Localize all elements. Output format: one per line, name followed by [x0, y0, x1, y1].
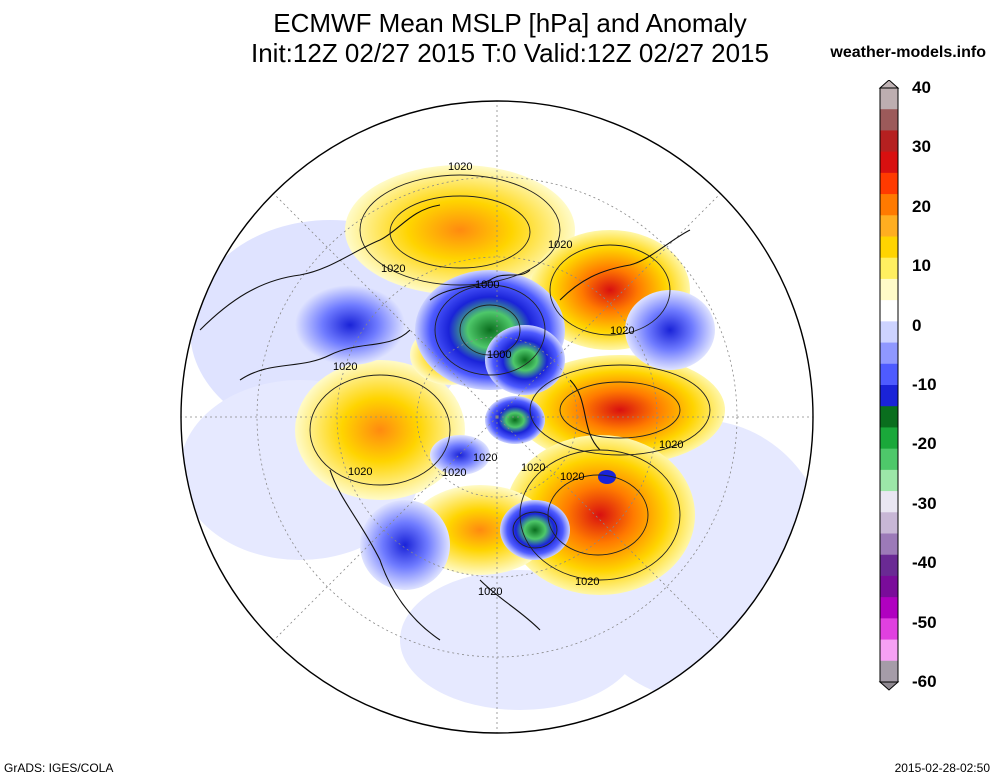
brand-label: weather-models.info: [830, 44, 986, 61]
colorbar-cell: [880, 512, 898, 534]
colorbar-cell: [880, 639, 898, 662]
polar-map: 1020 1020 1020 1020 1000 1000 1020 1020 …: [180, 100, 814, 734]
colorbar-cell: [880, 321, 898, 344]
colorbar-label: 20: [912, 196, 931, 216]
colorbar-cell: [880, 172, 898, 195]
chart-subtitle: Init:12Z 02/27 2015 T:0 Valid:12Z 02/27 …: [251, 38, 769, 68]
colorbar-cell: [880, 406, 898, 428]
colorbar-cell: [880, 427, 898, 450]
colorbar-cell: [880, 342, 898, 365]
colorbar-cell: [880, 88, 898, 110]
anomaly-field: [181, 101, 813, 733]
colorbar-label: -60: [912, 672, 937, 691]
chart-title: ECMWF Mean MSLP [hPa] and Anomaly: [273, 8, 747, 38]
colorbar-cell: [880, 130, 898, 153]
isobar-label: 1020: [348, 466, 372, 478]
isobar-label: 1020: [478, 586, 502, 598]
isobar-label: 1020: [659, 439, 683, 451]
colorbar-label: 30: [912, 137, 931, 157]
colorbar-label: 40: [912, 78, 931, 97]
colorbar-cell: [880, 257, 898, 280]
colorbar: [878, 80, 900, 691]
timestamp: 2015-02-28-02:50: [894, 761, 990, 775]
isobar-label: 1000: [475, 279, 499, 291]
colorbar-cell: [880, 533, 898, 556]
isobar-labels: 1020 1020 1020 1020 1000 1000 1020 1020 …: [333, 161, 683, 598]
colorbar-cell: [880, 597, 898, 619]
colorbar-cell: [880, 554, 898, 577]
colorbar-label: -20: [912, 434, 937, 454]
map-boundary: [180, 100, 814, 734]
isobar-label: 1020: [575, 576, 599, 588]
colorbar-cell: [880, 660, 898, 683]
colorbar-cell: [880, 469, 898, 492]
isobar-label: 1000: [487, 349, 511, 361]
isobar-label: 1020: [448, 161, 472, 173]
isobar-label: 1020: [333, 361, 357, 373]
colorbar-label: -10: [912, 375, 937, 394]
colorbar-label: -40: [912, 553, 937, 573]
colorbar-cell: [880, 300, 898, 322]
isobar-label: 1020: [548, 239, 572, 251]
colorbar-cell: [880, 363, 898, 386]
colorbar-cell: [880, 194, 898, 216]
colorbar-cell: [880, 618, 898, 641]
graticule: [181, 101, 813, 733]
software-credit: GrADS: IGES/COLA: [4, 761, 114, 775]
isobar-label: 1020: [560, 471, 584, 483]
isobar-label: 1020: [442, 467, 466, 479]
colorbar-cell: [880, 385, 898, 407]
colorbar-label: -50: [912, 612, 937, 632]
colorbar-cell: [880, 151, 898, 174]
isobar-label: 1020: [381, 263, 405, 275]
isobar-label: 1020: [521, 462, 545, 474]
colorbar-cell: [880, 575, 898, 598]
colorbar-label: 10: [912, 256, 931, 276]
isobar-label: 1020: [610, 325, 634, 337]
colorbar-cell: [880, 491, 898, 513]
colorbar-cell: [880, 236, 898, 259]
isobar-label: 1020: [473, 452, 497, 464]
colorbar-cell: [880, 109, 898, 131]
colorbar-cell: [880, 215, 898, 237]
colorbar-cell: [880, 448, 898, 471]
colorbar-label: -30: [912, 493, 937, 513]
colorbar-cell: [880, 278, 898, 301]
isobars: [309, 174, 711, 581]
colorbar-label: 0: [912, 315, 922, 335]
coastlines: [199, 204, 691, 641]
